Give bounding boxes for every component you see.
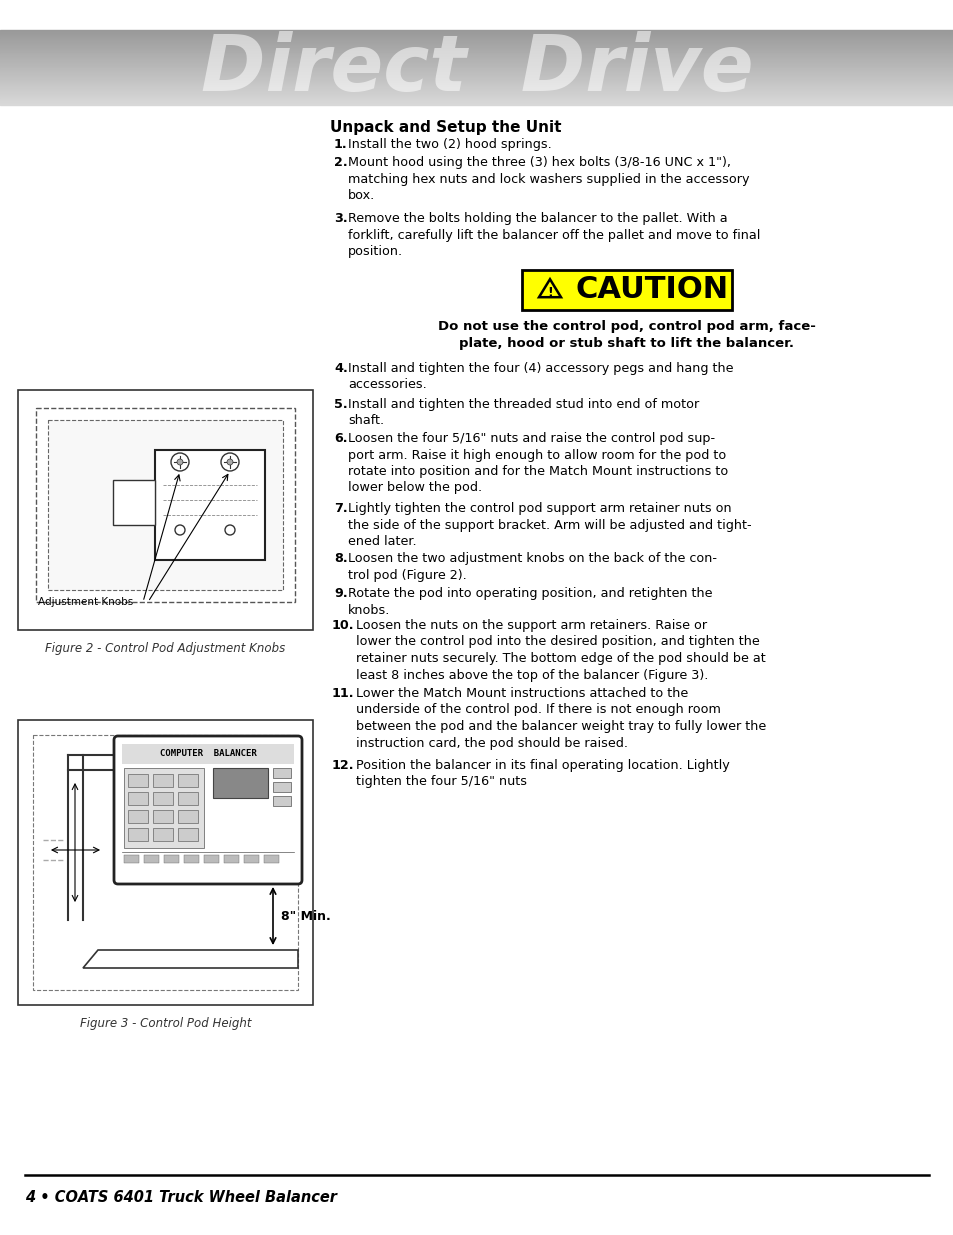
Text: Direct  Drive: Direct Drive [200, 32, 753, 107]
Bar [128, 827, 148, 841]
Bar [18, 720, 313, 1005]
Text: 2.: 2. [334, 156, 347, 169]
Text: Adjustment Knobs: Adjustment Knobs [38, 597, 133, 606]
Text: Loosen the four 5/16" nuts and raise the control pod sup-
port arm. Raise it hig: Loosen the four 5/16" nuts and raise the… [348, 432, 727, 494]
Text: Rotate the pod into operating position, and retighten the
knobs.: Rotate the pod into operating position, … [348, 587, 712, 616]
Text: CAUTION: CAUTION [575, 275, 728, 305]
Text: Lower the Match Mount instructions attached to the
underside of the control pod.: Lower the Match Mount instructions attac… [355, 687, 765, 750]
Bar [184, 855, 199, 863]
Text: 5.: 5. [334, 398, 347, 411]
Text: 10.: 10. [332, 619, 355, 632]
Polygon shape [538, 279, 560, 298]
Bar [128, 774, 148, 787]
Bar [244, 855, 258, 863]
Text: Do not use the control pod, control pod arm, face-
plate, hood or stub shaft to : Do not use the control pod, control pod … [437, 320, 815, 350]
Text: Figure 3 - Control Pod Height: Figure 3 - Control Pod Height [80, 1016, 251, 1030]
Text: 11.: 11. [332, 687, 355, 700]
Bar [273, 797, 291, 806]
Bar [144, 855, 159, 863]
Bar [273, 768, 291, 778]
Bar [213, 768, 268, 798]
Text: Lightly tighten the control pod support arm retainer nuts on
the side of the sup: Lightly tighten the control pod support … [348, 501, 751, 548]
Bar [36, 408, 294, 601]
Bar [124, 768, 204, 848]
Bar [521, 270, 731, 310]
Bar [18, 390, 313, 630]
Bar [152, 827, 172, 841]
Text: 8" Min.: 8" Min. [281, 909, 331, 923]
Text: Position the balancer in its final operating location. Lightly
tighten the four : Position the balancer in its final opera… [355, 760, 729, 788]
Text: 12.: 12. [332, 760, 355, 772]
Bar [152, 810, 172, 823]
Polygon shape [83, 950, 297, 968]
Circle shape [177, 459, 183, 466]
Bar [178, 810, 198, 823]
Text: Install the two (2) hood springs.: Install the two (2) hood springs. [348, 138, 551, 151]
Bar [152, 774, 172, 787]
Text: 7.: 7. [334, 501, 347, 515]
Bar [128, 792, 148, 805]
Text: 6.: 6. [334, 432, 347, 445]
Bar [273, 782, 291, 792]
Bar [33, 735, 297, 990]
Text: 9.: 9. [334, 587, 347, 600]
Text: Unpack and Setup the Unit: Unpack and Setup the Unit [330, 120, 561, 135]
Circle shape [171, 453, 189, 471]
Bar [178, 774, 198, 787]
Text: COMPUTER  BALANCER: COMPUTER BALANCER [159, 750, 256, 758]
Bar [264, 855, 278, 863]
Text: Remove the bolts holding the balancer to the pallet. With a
forklift, carefully : Remove the bolts holding the balancer to… [348, 212, 760, 258]
Text: Install and tighten the threaded stud into end of motor
shaft.: Install and tighten the threaded stud in… [348, 398, 699, 427]
Bar [204, 855, 219, 863]
Text: Loosen the two adjustment knobs on the back of the con-
trol pod (Figure 2).: Loosen the two adjustment knobs on the b… [348, 552, 717, 582]
Bar [128, 810, 148, 823]
Text: 4.: 4. [334, 362, 348, 375]
Circle shape [227, 459, 233, 466]
Circle shape [221, 453, 239, 471]
Bar [122, 743, 294, 764]
Bar [164, 855, 179, 863]
Circle shape [225, 525, 234, 535]
Text: 3.: 3. [334, 212, 347, 225]
Bar [224, 855, 239, 863]
Bar [124, 855, 139, 863]
Text: 4 • COATS 6401 Truck Wheel Balancer: 4 • COATS 6401 Truck Wheel Balancer [25, 1191, 336, 1205]
FancyBboxPatch shape [113, 736, 302, 884]
Text: Mount hood using the three (3) hex bolts (3/8-16 UNC x 1"),
matching hex nuts an: Mount hood using the three (3) hex bolts… [348, 156, 749, 203]
Bar [48, 420, 283, 590]
Bar [152, 792, 172, 805]
Text: Install and tighten the four (4) accessory pegs and hang the
accessories.: Install and tighten the four (4) accesso… [348, 362, 733, 391]
Text: 1.: 1. [334, 138, 347, 151]
Text: 8.: 8. [334, 552, 347, 564]
Text: !: ! [547, 287, 553, 300]
Bar [112, 480, 154, 525]
Bar [178, 827, 198, 841]
Circle shape [174, 525, 185, 535]
Text: Loosen the nuts on the support arm retainers. Raise or
lower the control pod int: Loosen the nuts on the support arm retai… [355, 619, 765, 682]
Bar [154, 450, 265, 559]
Text: Figure 2 - Control Pod Adjustment Knobs: Figure 2 - Control Pod Adjustment Knobs [46, 642, 285, 655]
Bar [178, 792, 198, 805]
